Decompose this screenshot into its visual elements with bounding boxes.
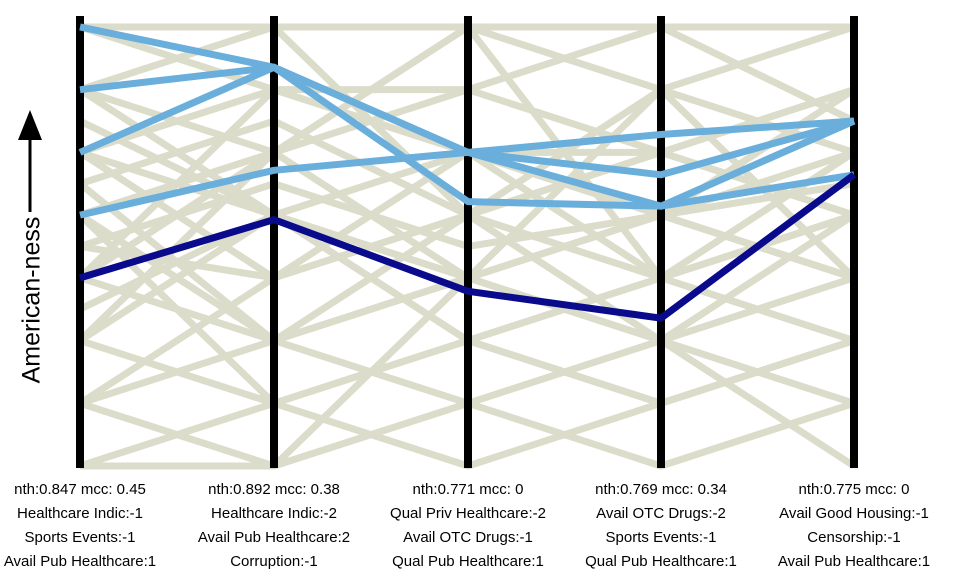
axis-rule-label: Avail Pub Healthcare:1 <box>3 553 157 570</box>
axis-rule-label: Corruption:-1 <box>230 553 318 570</box>
axis-rule-label: Avail OTC Drugs:-2 <box>596 505 726 522</box>
highlight-series-line-4 <box>78 171 857 322</box>
axis-rule-label: Avail Good Housing:-1 <box>779 505 929 522</box>
axis-rule-label: Qual Pub Healthcare:1 <box>392 553 544 570</box>
axis-label-block-3: nth:0.769 mcc: 0.34 Avail OTC Drugs:-2 Spo… <box>561 478 761 574</box>
highlight-series-line-3 <box>79 23 855 156</box>
axis-label-block-0: nth:0.847 mcc: 0.45 Healthcare Indic:-1 Sp… <box>0 478 180 574</box>
axis-label-block-2: nth:0.771 mcc: 0 Qual Priv Healthcare:-2 A… <box>368 478 568 574</box>
y-axis-label: American-ness <box>17 216 46 384</box>
axis-rule-label: Avail Pub Healthcare:1 <box>777 553 931 570</box>
highlight-series-line-2 <box>79 63 855 210</box>
axis-rule-label: Qual Pub Healthcare:1 <box>585 553 737 570</box>
axis-stat-label: nth:0.769 mcc: 0.34 <box>595 481 727 498</box>
axis-rule-label: Avail OTC Drugs:-1 <box>403 529 533 546</box>
axis-rule-label: Avail Pub Healthcare:2 <box>197 529 351 546</box>
axis-rule-label: Censorship:-1 <box>807 529 901 546</box>
axis-stat-label: nth:0.847 mcc: 0.45 <box>14 481 146 498</box>
axis-label-block-4: nth:0.775 mcc: 0 Avail Good Housing:-1 Cen… <box>754 478 954 574</box>
axis-stat-label: nth:0.771 mcc: 0 <box>412 481 524 498</box>
axis-rule-label: Healthcare Indic:-1 <box>17 505 143 522</box>
axis-rule-label: Sports Events:-1 <box>24 529 136 546</box>
axis-label-block-1: nth:0.892 mcc: 0.38 Healthcare Indic:-2 Av… <box>174 478 374 574</box>
axis-rule-label: Healthcare Indic:-2 <box>211 505 337 522</box>
axis-stat-label: nth:0.775 mcc: 0 <box>798 481 910 498</box>
axis-stat-label: nth:0.892 mcc: 0.38 <box>208 481 340 498</box>
up-arrow-icon <box>18 110 42 212</box>
axis-rule-label: Sports Events:-1 <box>605 529 717 546</box>
axis-rule-label: Qual Priv Healthcare:-2 <box>390 505 546 522</box>
